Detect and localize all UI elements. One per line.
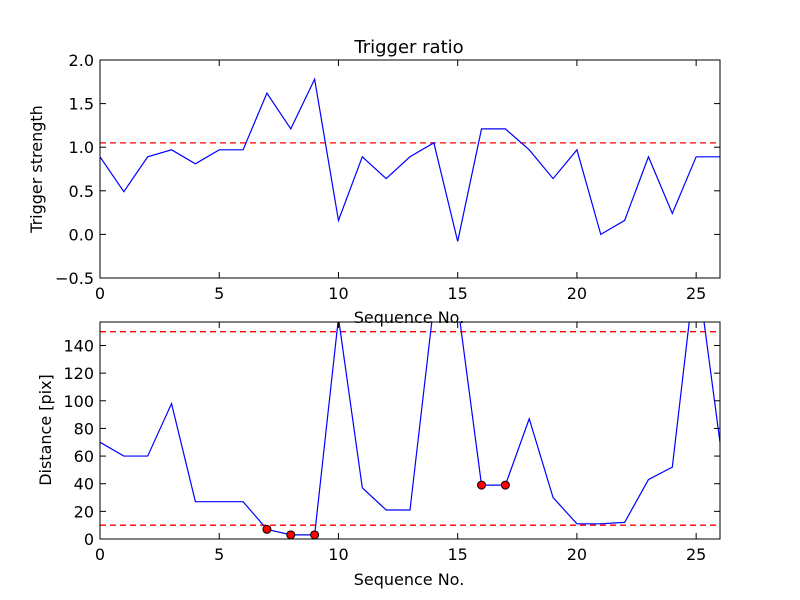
y-tick-label: 40	[74, 475, 94, 494]
trigger-ratio-chart: 0 5 10 15 20 25 −0.5 0.0 0.5 1.0 1.5 2.0 Trigger rat…	[27, 37, 721, 327]
x-tick-label: 25	[686, 545, 706, 564]
y-tick-label: 0.5	[69, 182, 94, 201]
y-tick-label: 140	[63, 336, 94, 355]
x-tick-label: 15	[448, 284, 468, 303]
axes-frame	[99, 59, 721, 279]
y-tick-label: 20	[74, 502, 94, 521]
y-tick-label: 1.5	[69, 95, 94, 114]
plot-area	[100, 322, 720, 539]
x-tick-label: 0	[95, 545, 105, 564]
series-line	[100, 322, 720, 536]
x-tick-label: 20	[567, 284, 587, 303]
y-axis-label: Trigger strength	[27, 105, 46, 234]
x-tick-label: 5	[214, 284, 224, 303]
y-tick-label: 2.0	[69, 51, 94, 70]
chart-title: Trigger ratio	[353, 37, 463, 58]
plot-area	[100, 77, 720, 242]
x-tick-label: 5	[214, 545, 224, 564]
x-axis-label: Sequence No.	[354, 308, 465, 327]
y-axis-label: Distance [pix]	[36, 374, 55, 486]
x-tick-label: 20	[567, 545, 587, 564]
y-tick-label: 80	[74, 419, 94, 438]
data-point-marker	[477, 480, 487, 490]
y-tick-label: 120	[63, 364, 94, 383]
y-tick-label: 0.0	[69, 225, 94, 244]
data-point-marker	[262, 524, 272, 534]
y-tick-label: 100	[63, 392, 94, 411]
x-tick-label: 25	[686, 284, 706, 303]
data-point-marker	[286, 530, 296, 539]
data-point-marker	[310, 530, 320, 539]
x-axis-label: Sequence No.	[354, 570, 465, 589]
x-tick-label: 10	[328, 545, 348, 564]
distance-chart: 0 5 10 15 20 25 0 20 40 60 80 100 120 140 Distance [pi…	[36, 321, 721, 589]
x-tick-label: 0	[95, 284, 105, 303]
axes-frame	[99, 321, 721, 540]
y-tick-label: 1.0	[69, 138, 94, 157]
y-tick-label: 60	[74, 447, 94, 466]
y-tick-label: −0.5	[55, 269, 94, 288]
x-tick-label: 15	[448, 545, 468, 564]
series-line	[100, 77, 720, 242]
x-tick-label: 10	[328, 284, 348, 303]
y-tick-label: 0	[84, 530, 94, 549]
data-point-marker	[500, 480, 510, 490]
